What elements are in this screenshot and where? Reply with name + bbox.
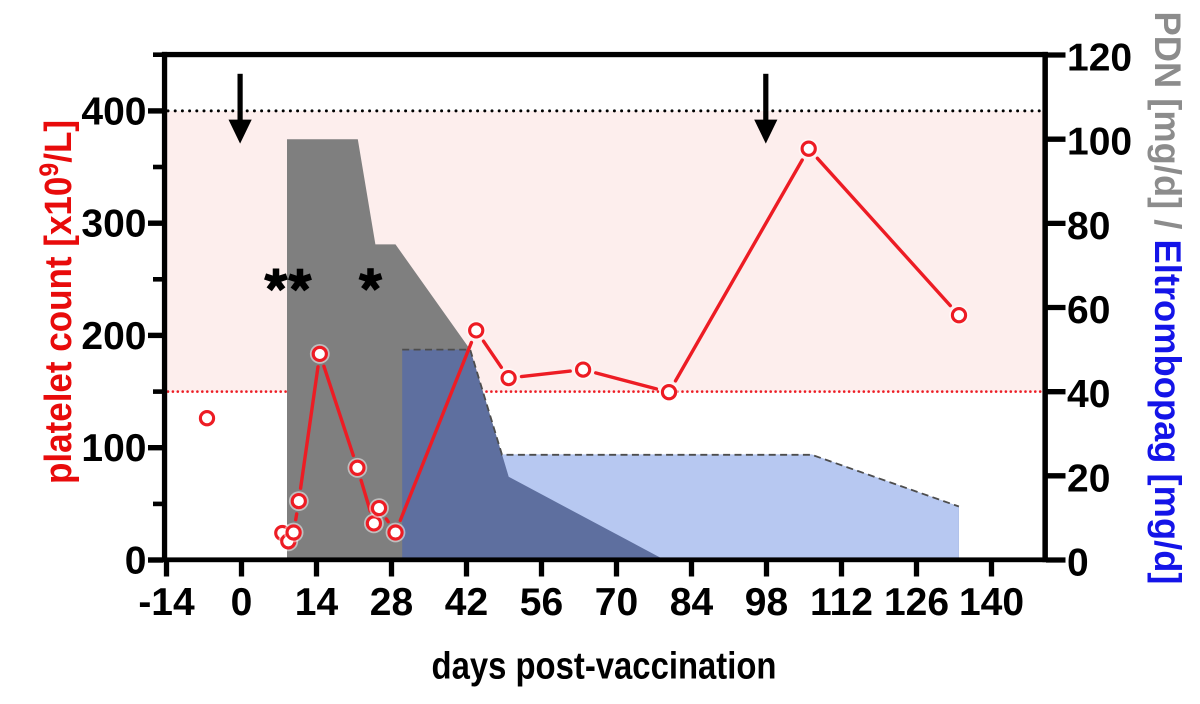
svg-text:400: 400	[81, 90, 146, 133]
svg-text:100: 100	[1067, 121, 1132, 164]
svg-text:0: 0	[125, 540, 147, 583]
svg-text:42: 42	[445, 581, 488, 624]
svg-text:100: 100	[81, 427, 146, 470]
svg-text:56: 56	[520, 581, 563, 624]
svg-text:98: 98	[745, 581, 788, 624]
svg-text:14: 14	[295, 581, 339, 624]
svg-text:40: 40	[1067, 373, 1110, 416]
svg-text:PDN [mg/d] / Eltrombopag [mg/d: PDN [mg/d] / Eltrombopag [mg/d]	[1147, 12, 1188, 585]
svg-text:140: 140	[959, 581, 1024, 624]
svg-text:120: 120	[1067, 37, 1132, 80]
svg-text:20: 20	[1067, 457, 1110, 500]
svg-text:80: 80	[1067, 205, 1110, 248]
svg-text:126: 126	[884, 581, 949, 624]
svg-text:-14: -14	[138, 581, 195, 624]
svg-text:28: 28	[370, 581, 413, 624]
svg-text:platelet count [x109/L]: platelet count [x109/L]	[34, 120, 80, 484]
svg-text:200: 200	[81, 315, 146, 358]
svg-text:60: 60	[1067, 289, 1110, 332]
svg-text:84: 84	[670, 581, 714, 624]
svg-text:days post-vaccination: days post-vaccination	[432, 646, 777, 688]
svg-text:70: 70	[595, 581, 638, 624]
svg-text:0: 0	[231, 581, 253, 624]
svg-text:112: 112	[810, 581, 873, 624]
svg-text:0: 0	[1067, 542, 1089, 585]
svg-text:300: 300	[81, 203, 146, 246]
